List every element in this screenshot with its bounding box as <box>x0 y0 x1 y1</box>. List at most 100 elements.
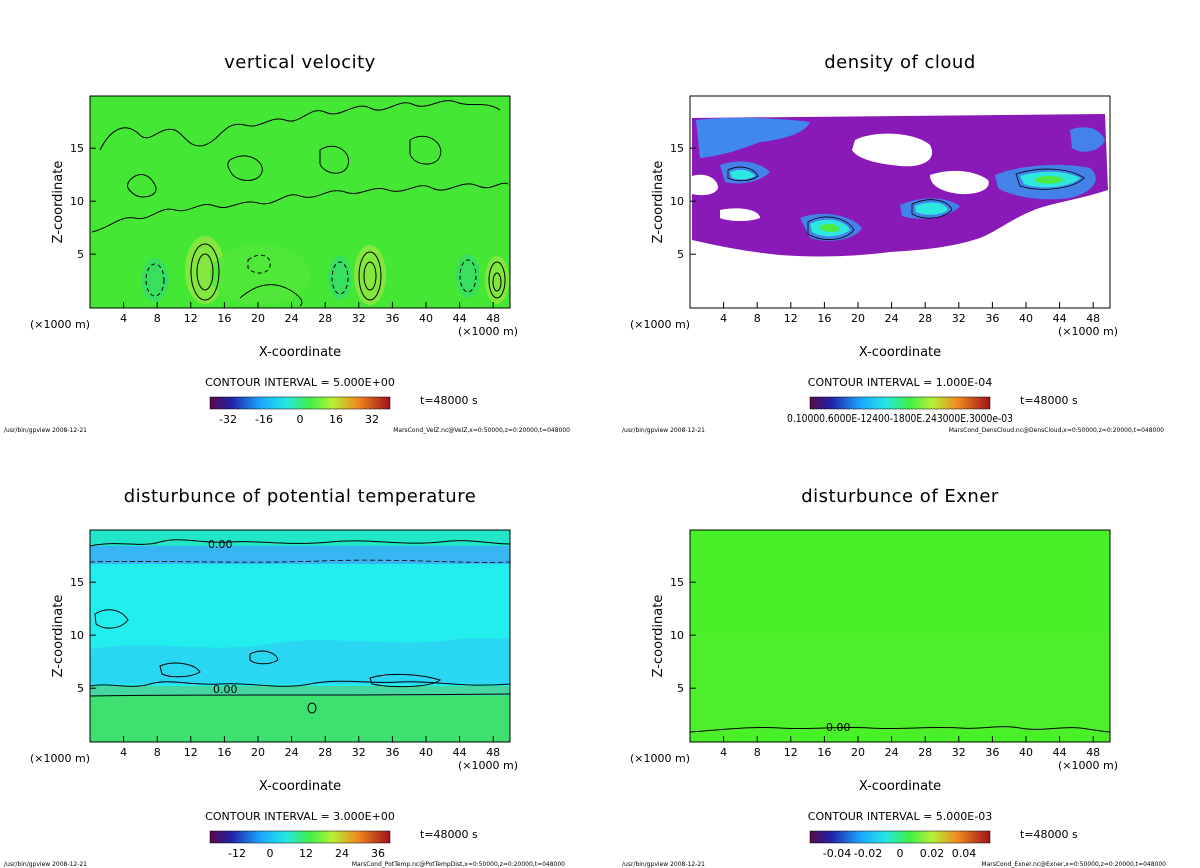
x-unit-left: (×1000 m) <box>630 752 690 765</box>
chart-title: disturbunce of potential temperature <box>124 486 477 507</box>
cloud-gap <box>692 174 718 196</box>
x-axis: 4 8 12 16 20 24 28 32 36 40 44 48 (×1000… <box>30 736 518 794</box>
field-band <box>90 530 510 546</box>
cloud-core <box>1035 175 1065 184</box>
colorbar-tick-label: 32 <box>365 413 379 426</box>
footer-right: MarsCond_DensCloud.nc@DensCloud,x=0:5000… <box>949 427 1164 434</box>
colorbar-tick-label: 0.04 <box>952 847 977 860</box>
time-label: t=48000 s <box>1020 394 1078 407</box>
contour-line <box>196 253 214 291</box>
contour-line <box>145 263 165 297</box>
contour-line <box>911 199 953 219</box>
colorbar-tick-label: 12 <box>299 847 313 860</box>
contour-interval: CONTOUR INTERVAL = 5.000E-03 <box>808 810 992 823</box>
x-tick-label: 40 <box>1019 312 1033 325</box>
x-tick-label: 24 <box>285 312 299 325</box>
x-tick-label: 32 <box>352 312 366 325</box>
x-tick-label: 16 <box>817 312 831 325</box>
x-unit-left: (×1000 m) <box>30 752 90 765</box>
x-axis-label: X-coordinate <box>859 345 941 360</box>
x-tick-label: 4 <box>120 746 127 759</box>
colorbar <box>209 396 391 410</box>
contour-line <box>127 174 157 198</box>
x-tick-labels: 4 8 12 16 20 24 28 32 36 40 44 48 <box>120 312 500 325</box>
contour-line <box>190 243 220 301</box>
chart-title: density of cloud <box>824 52 976 73</box>
x-tick-label: 4 <box>720 746 727 759</box>
x-axis-label: X-coordinate <box>859 779 941 794</box>
y-tick-label: 5 <box>677 248 684 261</box>
colorbar-tick-label: 24 <box>335 847 349 860</box>
colorbar <box>809 396 991 410</box>
x-unit-right: (×1000 m) <box>458 325 518 338</box>
contour-line <box>227 155 263 181</box>
time-label: t=48000 s <box>420 828 478 841</box>
y-axis: 5 10 15 Z-coordinate <box>51 142 96 261</box>
x-unit-right: (×1000 m) <box>458 759 518 772</box>
contour-line <box>249 650 279 665</box>
x-tick-label: 48 <box>1086 312 1100 325</box>
cloud-gap <box>930 170 989 195</box>
x-tick-label: 40 <box>419 746 433 759</box>
y-tick-label: 15 <box>70 576 84 589</box>
contour-label: 0.00 <box>213 683 238 696</box>
x-ticks <box>123 736 494 742</box>
x-tick-labels: 4 8 12 16 20 24 28 32 36 40 44 48 <box>720 746 1100 759</box>
x-axis-label: X-coordinate <box>259 779 341 794</box>
colorbar-tick-label: 0.10000.6000E-12400-1800E.243000E.3000e-… <box>787 412 1013 425</box>
y-axis: 5 10 15 Z-coordinate <box>651 576 696 695</box>
contour-line <box>89 693 511 697</box>
x-tick-label: 8 <box>754 746 761 759</box>
contour-interval: CONTOUR INTERVAL = 5.000E+00 <box>205 376 395 389</box>
x-unit-left: (×1000 m) <box>30 318 90 331</box>
x-tick-label: 48 <box>1086 746 1100 759</box>
x-unit-right: (×1000 m) <box>1058 325 1118 338</box>
colorbar-tick-label: -0.04 <box>823 847 851 860</box>
x-tick-label: 12 <box>184 746 198 759</box>
panel-density-of-cloud: density of cloud <box>622 52 1164 434</box>
x-tick-label: 32 <box>952 746 966 759</box>
contour-line <box>488 261 506 299</box>
contour-interval: CONTOUR INTERVAL = 3.000E+00 <box>205 810 395 823</box>
x-tick-label: 24 <box>885 312 899 325</box>
y-axis-label: Z-coordinate <box>651 161 666 244</box>
colorbar-tick-label: -0.02 <box>854 847 882 860</box>
contour-line <box>807 216 855 240</box>
x-tick-label: 48 <box>486 746 500 759</box>
contour-line <box>239 284 303 307</box>
contour-interval: CONTOUR INTERVAL = 1.000E-04 <box>808 376 992 389</box>
contour-label: 0.00 <box>208 538 233 551</box>
colorbar-tick-label: 0.02 <box>920 847 945 860</box>
contour-line <box>89 539 511 547</box>
colorbar-ticks: -12 0 12 24 36 <box>228 847 385 860</box>
y-tick-label: 15 <box>670 576 684 589</box>
colorbar <box>809 830 991 844</box>
y-axis: 5 10 15 Z-coordinate <box>51 576 96 695</box>
footer-left: /usr/bin/gpview 2008-12-21 <box>622 427 705 434</box>
colorbar-ticks: -0.04 -0.02 0 0.02 0.04 <box>823 847 976 860</box>
contour-line <box>319 145 350 174</box>
y-tick-label: 10 <box>70 629 84 642</box>
x-tick-label: 36 <box>985 312 999 325</box>
x-tick-label: 24 <box>285 746 299 759</box>
y-axis-label: Z-coordinate <box>51 161 66 244</box>
field-band <box>690 634 1110 732</box>
cloud-gap <box>852 133 933 167</box>
plot-area: 0.00 <box>689 529 1111 743</box>
contour-line <box>369 673 442 688</box>
x-tick-label: 36 <box>985 746 999 759</box>
panel-exner: disturbunce of Exner 0.00 4 8 12 16 <box>622 486 1166 868</box>
chart-title: disturbunce of Exner <box>801 486 999 507</box>
plot-frame <box>689 95 1111 309</box>
y-tick-label: 5 <box>77 682 84 695</box>
x-tick-label: 16 <box>217 746 231 759</box>
cloud-blob <box>1070 127 1105 152</box>
contour-line <box>358 251 382 301</box>
x-tick-label: 12 <box>184 312 198 325</box>
plot-frame <box>89 529 511 743</box>
y-tick-label: 10 <box>670 629 684 642</box>
x-axis-label: X-coordinate <box>259 345 341 360</box>
contour-line <box>727 166 759 182</box>
x-tick-label: 44 <box>453 312 467 325</box>
panel-vertical-velocity: vertical velocity <box>4 52 570 434</box>
